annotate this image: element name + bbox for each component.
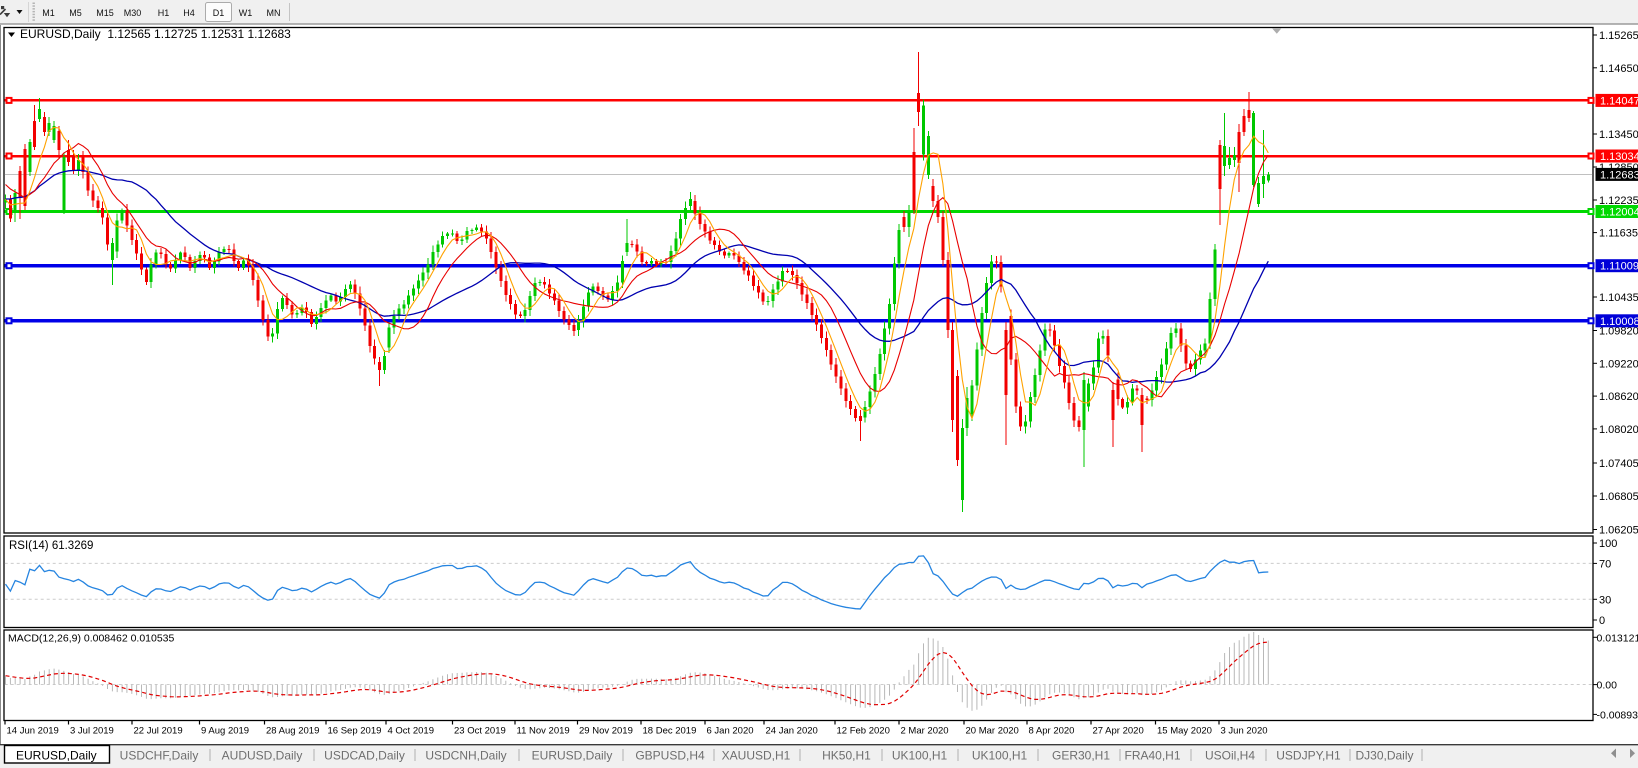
svg-text:M15: M15 <box>96 8 114 18</box>
svg-text:23 Oct 2019: 23 Oct 2019 <box>454 726 506 737</box>
svg-text:1.08020: 1.08020 <box>1599 424 1638 436</box>
svg-text:M1: M1 <box>42 8 55 18</box>
svg-text:1.12235: 1.12235 <box>1599 195 1638 207</box>
svg-text:1.09220: 1.09220 <box>1599 358 1638 370</box>
svg-text:100: 100 <box>1599 538 1617 550</box>
svg-text:12 Feb 2020: 12 Feb 2020 <box>837 726 890 737</box>
svg-text:XAUUSD,H1: XAUUSD,H1 <box>722 749 791 763</box>
svg-text:4 Oct 2019: 4 Oct 2019 <box>388 726 434 737</box>
svg-text:1.12004: 1.12004 <box>1600 207 1638 219</box>
svg-text:USDCNH,Daily: USDCNH,Daily <box>425 749 506 763</box>
svg-text:GBPUSD,H4: GBPUSD,H4 <box>635 749 705 763</box>
svg-text:MN: MN <box>267 8 281 18</box>
svg-text:EURUSD,Daily 1.12565 1.12725: EURUSD,Daily 1.12565 1.12725 1.12531 1.1… <box>20 27 291 41</box>
svg-text:EURUSD,Daily: EURUSD,Daily <box>16 749 97 763</box>
svg-text:UK100,H1: UK100,H1 <box>972 749 1028 763</box>
svg-text:1.11635: 1.11635 <box>1599 228 1638 240</box>
svg-text:20 Mar 2020: 20 Mar 2020 <box>966 726 1019 737</box>
svg-text:29 Nov 2019: 29 Nov 2019 <box>579 726 633 737</box>
svg-text:1.15265: 1.15265 <box>1599 30 1638 42</box>
svg-text:0.013121: 0.013121 <box>1597 632 1638 644</box>
svg-text:1.06205: 1.06205 <box>1599 525 1638 537</box>
svg-text:27 Apr 2020: 27 Apr 2020 <box>1093 726 1144 737</box>
svg-text:H4: H4 <box>183 8 195 18</box>
svg-text:EURUSD,Daily: EURUSD,Daily <box>532 749 613 763</box>
svg-text:11 Nov 2019: 11 Nov 2019 <box>517 726 570 737</box>
svg-text:22 Jul 2019: 22 Jul 2019 <box>134 726 183 737</box>
svg-text:1.09820: 1.09820 <box>1599 326 1638 338</box>
svg-text:30: 30 <box>1599 594 1611 606</box>
svg-text:D1: D1 <box>213 8 225 18</box>
svg-text:1.13450: 1.13450 <box>1599 129 1638 141</box>
svg-text:1.11009: 1.11009 <box>1600 261 1638 273</box>
svg-text:USOil,H4: USOil,H4 <box>1205 749 1255 763</box>
svg-text:W1: W1 <box>239 8 253 18</box>
svg-text:9 Aug 2019: 9 Aug 2019 <box>201 726 249 737</box>
svg-text:16 Sep 2019: 16 Sep 2019 <box>328 726 382 737</box>
svg-text:M30: M30 <box>124 8 142 18</box>
svg-text:24 Jan 2020: 24 Jan 2020 <box>766 726 818 737</box>
svg-text:FRA40,H1: FRA40,H1 <box>1124 749 1180 763</box>
svg-text:1.10008: 1.10008 <box>1600 316 1638 328</box>
svg-text:1.07405: 1.07405 <box>1599 458 1638 470</box>
svg-text:70: 70 <box>1599 558 1611 570</box>
svg-text:UK100,H1: UK100,H1 <box>892 749 948 763</box>
svg-text:1.06805: 1.06805 <box>1599 491 1638 503</box>
svg-text:-0.008933: -0.008933 <box>1597 709 1638 721</box>
svg-text:15 May 2020: 15 May 2020 <box>1157 726 1212 737</box>
svg-text:H1: H1 <box>158 8 170 18</box>
svg-text:AUDUSD,Daily: AUDUSD,Daily <box>222 749 303 763</box>
svg-text:USDJPY,H1: USDJPY,H1 <box>1276 749 1341 763</box>
svg-text:28 Aug 2019: 28 Aug 2019 <box>266 726 319 737</box>
svg-text:1.08620: 1.08620 <box>1599 391 1638 403</box>
svg-text:14 Jun 2019: 14 Jun 2019 <box>7 726 59 737</box>
svg-text:MACD(12,26,9) 0.008462 0.01053: MACD(12,26,9) 0.008462 0.010535 <box>8 633 175 645</box>
svg-text:0.00: 0.00 <box>1597 680 1618 692</box>
svg-text:1.14650: 1.14650 <box>1599 63 1638 75</box>
svg-text:18 Dec 2019: 18 Dec 2019 <box>643 726 697 737</box>
svg-text:USDCHF,Daily: USDCHF,Daily <box>120 749 199 763</box>
svg-text:USDCAD,Daily: USDCAD,Daily <box>324 749 405 763</box>
svg-text:M5: M5 <box>69 8 82 18</box>
svg-text:HK50,H1: HK50,H1 <box>822 749 871 763</box>
svg-text:1.12683: 1.12683 <box>1600 169 1638 181</box>
svg-text:0: 0 <box>1599 615 1605 627</box>
svg-text:3 Jul 2019: 3 Jul 2019 <box>70 726 114 737</box>
svg-text:1.10435: 1.10435 <box>1599 292 1638 304</box>
svg-text:3 Jun 2020: 3 Jun 2020 <box>1221 726 1268 737</box>
svg-text:GER30,H1: GER30,H1 <box>1052 749 1110 763</box>
svg-text:1.13034: 1.13034 <box>1600 151 1638 163</box>
svg-text:RSI(14) 61.3269: RSI(14) 61.3269 <box>9 540 93 552</box>
svg-text:1.14047: 1.14047 <box>1600 95 1638 107</box>
svg-text:8 Apr 2020: 8 Apr 2020 <box>1029 726 1075 737</box>
svg-text:6 Jan 2020: 6 Jan 2020 <box>707 726 754 737</box>
svg-text:DJ30,Daily: DJ30,Daily <box>1355 749 1413 763</box>
svg-text:2 Mar 2020: 2 Mar 2020 <box>901 726 949 737</box>
